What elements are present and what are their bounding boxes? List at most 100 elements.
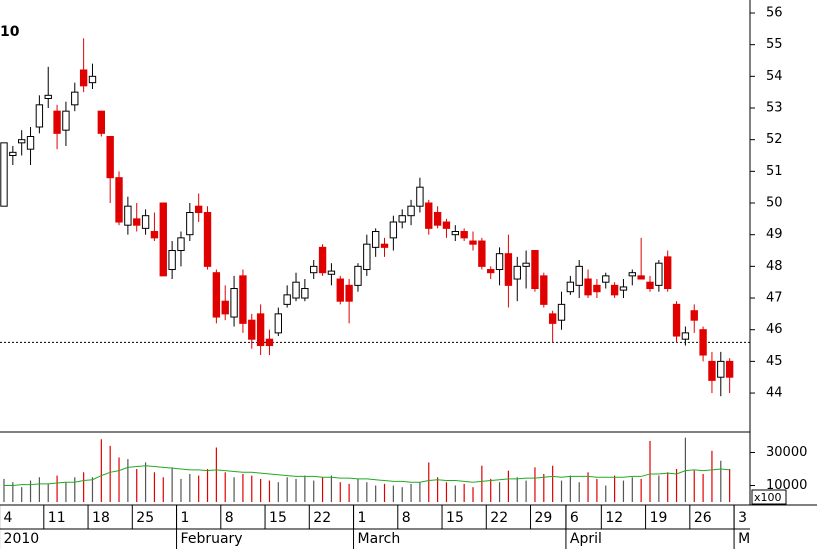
candle-body	[655, 262, 663, 286]
y-tick-label: 54	[766, 69, 783, 84]
candle-body	[318, 246, 327, 274]
y-tick-label: 45	[766, 354, 783, 369]
y-tick-label: 44	[766, 386, 783, 401]
vol-unit: x100	[754, 491, 782, 504]
candle-body	[186, 212, 194, 236]
x-tick-label: 12	[605, 510, 623, 526]
candle-body	[310, 265, 318, 274]
y-tick-label: 48	[766, 259, 783, 274]
vol-tick-label: 10000	[766, 478, 807, 493]
candle-body	[35, 104, 44, 128]
x-tick-label: 15	[446, 510, 464, 526]
candle-body	[575, 265, 583, 286]
candle-body	[150, 231, 159, 239]
candle-body	[292, 281, 300, 299]
y-tick-label: 56	[766, 5, 783, 20]
candle-body	[664, 256, 672, 290]
candle-body	[230, 288, 238, 318]
candle-body	[708, 360, 716, 381]
candle-body	[62, 110, 70, 131]
candle-body	[531, 250, 539, 290]
candle-body	[699, 329, 707, 356]
candle-body	[159, 202, 167, 277]
candle-body	[327, 270, 336, 275]
candle-body	[336, 278, 344, 302]
candle-body	[451, 231, 459, 236]
candle-body	[416, 186, 424, 207]
candle-body	[194, 205, 203, 214]
candle-body	[239, 275, 247, 324]
x-tick-label: 18	[92, 510, 110, 526]
candle-body	[602, 275, 610, 283]
candle-body	[566, 281, 575, 293]
x-tick-label: 26	[694, 510, 712, 526]
month-label: M	[738, 531, 750, 547]
vol-tick-label: 30000	[766, 445, 807, 460]
candle-body	[106, 136, 114, 179]
x-tick-label: 22	[313, 510, 331, 526]
month-label: March	[358, 531, 401, 547]
candle-body	[97, 110, 106, 134]
candle-body	[115, 177, 123, 223]
x-tick-label: 1	[358, 510, 367, 526]
candle-body	[265, 338, 274, 347]
candle-body	[725, 360, 734, 378]
candle-body	[53, 110, 61, 134]
candle-body	[141, 215, 150, 229]
candle-body	[433, 212, 442, 226]
y-tick-label: 53	[766, 101, 783, 116]
x-tick-label: 15	[269, 510, 287, 526]
candle-body	[522, 262, 530, 267]
candle-body	[212, 272, 221, 318]
candle-body	[9, 151, 17, 157]
y-tick-label: 49	[766, 227, 783, 242]
x-tick-label: 22	[490, 510, 508, 526]
y-tick-label: 46	[766, 322, 783, 337]
candle-body	[407, 205, 415, 217]
candle-body	[256, 313, 265, 347]
y-tick-label: 47	[766, 291, 783, 306]
candle-body	[371, 231, 380, 248]
candle-body	[504, 253, 513, 286]
candle-body	[442, 221, 451, 229]
candle-body	[203, 212, 212, 267]
candle-body	[301, 288, 309, 299]
month-label: February	[181, 531, 243, 547]
candle-body	[548, 313, 557, 324]
vol-unit-box	[751, 489, 787, 505]
candle-body	[71, 91, 79, 106]
candle-body	[460, 231, 468, 239]
candle-body	[133, 218, 141, 226]
candle-body	[593, 284, 601, 293]
candle-body	[495, 253, 504, 271]
chart-title: 10	[0, 24, 20, 40]
candle-body	[79, 69, 88, 87]
candle-body	[177, 237, 185, 252]
candle-body	[610, 284, 619, 296]
candle-body	[283, 294, 291, 305]
candle-body	[389, 221, 398, 239]
candle-body	[557, 303, 566, 321]
candle-body	[124, 205, 132, 226]
candle-body	[637, 275, 645, 280]
candle-body	[487, 269, 495, 274]
candle-body	[221, 300, 229, 315]
candle-body	[646, 281, 654, 290]
candle-body	[681, 332, 690, 340]
candle-body	[672, 303, 681, 337]
candle-body	[398, 215, 406, 223]
candle-body	[26, 136, 35, 150]
x-tick-label: 8	[225, 510, 234, 526]
candle-body	[274, 313, 283, 334]
candle-body	[354, 265, 362, 286]
candle-body	[425, 202, 433, 229]
candle-body	[690, 310, 698, 321]
x-tick-label: 6	[570, 510, 579, 526]
x-tick-label: 19	[650, 510, 668, 526]
candle-body	[619, 286, 628, 291]
candle-body	[628, 272, 636, 277]
x-tick-label: 11	[48, 510, 66, 526]
candle-body	[380, 243, 389, 248]
